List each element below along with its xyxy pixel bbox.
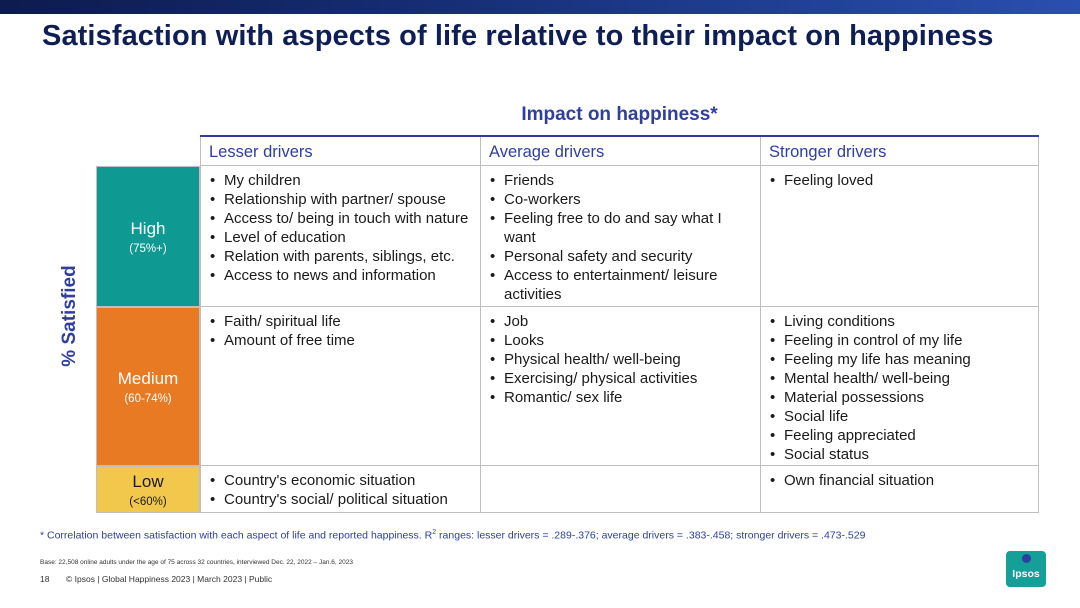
list-item: Access to/ being in touch with nature: [209, 209, 474, 228]
list-item: Social life: [769, 407, 1032, 426]
list-item: Relationship with partner/ spouse: [209, 190, 474, 209]
list-item: Feeling in control of my life: [769, 331, 1032, 350]
column-header-average: Average drivers: [480, 137, 760, 166]
list-item: Material possessions: [769, 388, 1032, 407]
cell-low-stronger: Own financial situation: [760, 466, 1039, 513]
logo-dot-icon: [1022, 554, 1031, 563]
list-item: Friends: [489, 171, 754, 190]
impact-header-rule: [200, 135, 1039, 137]
cell-low-lesser: Country's economic situationCountry's so…: [200, 466, 480, 513]
row-range: (75%+): [129, 242, 167, 255]
page-footer: 18 © Ipsos | Global Happiness 2023 | Marc…: [40, 574, 272, 584]
impact-header: Impact on happiness*: [521, 104, 718, 125]
cell-low-average: [480, 466, 760, 513]
ipsos-logo: Ipsos: [1006, 551, 1046, 587]
list-item: Job: [489, 312, 754, 331]
cell-high-stronger: Feeling loved: [760, 166, 1039, 307]
row-range: (60-74%): [124, 392, 172, 405]
slide-title: Satisfaction with aspects of life relati…: [42, 20, 994, 52]
list-item: Amount of free time: [209, 331, 474, 350]
list-item: Mental health/ well-being: [769, 369, 1032, 388]
list-item: Physical health/ well-being: [489, 350, 754, 369]
footnote: * Correlation between satisfaction with …: [40, 529, 865, 542]
list-item: Co-workers: [489, 190, 754, 209]
list-item: Country's economic situation: [209, 471, 474, 490]
row-level: High: [130, 218, 166, 238]
list-item: Feeling my life has meaning: [769, 350, 1032, 369]
cell-medium-stronger: Living conditionsFeeling in control of m…: [760, 307, 1039, 466]
row-header-low: Low (<60%): [96, 466, 200, 513]
list-item: Feeling appreciated: [769, 426, 1032, 445]
row-header-high: High (75%+): [96, 166, 200, 307]
list-item: Personal safety and security: [489, 247, 754, 266]
list-item: Exercising/ physical activities: [489, 369, 754, 388]
logo-text: Ipsos: [1012, 568, 1040, 580]
row-level: Low: [132, 471, 164, 491]
top-banner: [0, 0, 1080, 14]
cell-high-average: FriendsCo-workersFeeling free to do and …: [480, 166, 760, 307]
row-header-medium: Medium (60-74%): [96, 307, 200, 466]
footnote-text-before: * Correlation between satisfaction with …: [40, 529, 433, 542]
list-item: Social status: [769, 445, 1032, 464]
cell-high-lesser: My childrenRelationship with partner/ sp…: [200, 166, 480, 307]
list-item: Relation with parents, siblings, etc.: [209, 247, 474, 266]
list-item: Access to news and information: [209, 266, 474, 285]
cell-medium-lesser: Faith/ spiritual lifeAmount of free time: [200, 307, 480, 466]
y-axis-label: % Satisfied: [52, 236, 88, 396]
base-note: Base: 22,508 online adults under the age…: [40, 559, 353, 566]
page-number: 18: [40, 574, 50, 584]
footnote-superscript: 2: [432, 529, 437, 536]
y-axis-label-text: % Satisfied: [59, 265, 80, 367]
row-level: Medium: [117, 368, 179, 388]
list-item: Faith/ spiritual life: [209, 312, 474, 331]
list-item: Level of education: [209, 228, 474, 247]
column-header-lesser: Lesser drivers: [200, 137, 480, 166]
list-item: Living conditions: [769, 312, 1032, 331]
list-item: Looks: [489, 331, 754, 350]
list-item: My children: [209, 171, 474, 190]
footnote-text-after: ranges: lesser drivers = .289-.376; aver…: [436, 529, 866, 542]
cell-medium-average: JobLooksPhysical health/ well-beingExerc…: [480, 307, 760, 466]
list-item: Feeling free to do and say what I want: [489, 209, 754, 247]
list-item: Feeling loved: [769, 171, 1032, 190]
list-item: Own financial situation: [769, 471, 1032, 490]
list-item: Country's social/ political situation: [209, 490, 474, 509]
copyright-text: © Ipsos | Global Happiness 2023 | March …: [66, 574, 273, 584]
column-header-stronger: Stronger drivers: [760, 137, 1039, 166]
list-item: Access to entertainment/ leisure activit…: [489, 266, 754, 304]
list-item: Romantic/ sex life: [489, 388, 754, 407]
row-range: (<60%): [129, 495, 167, 508]
